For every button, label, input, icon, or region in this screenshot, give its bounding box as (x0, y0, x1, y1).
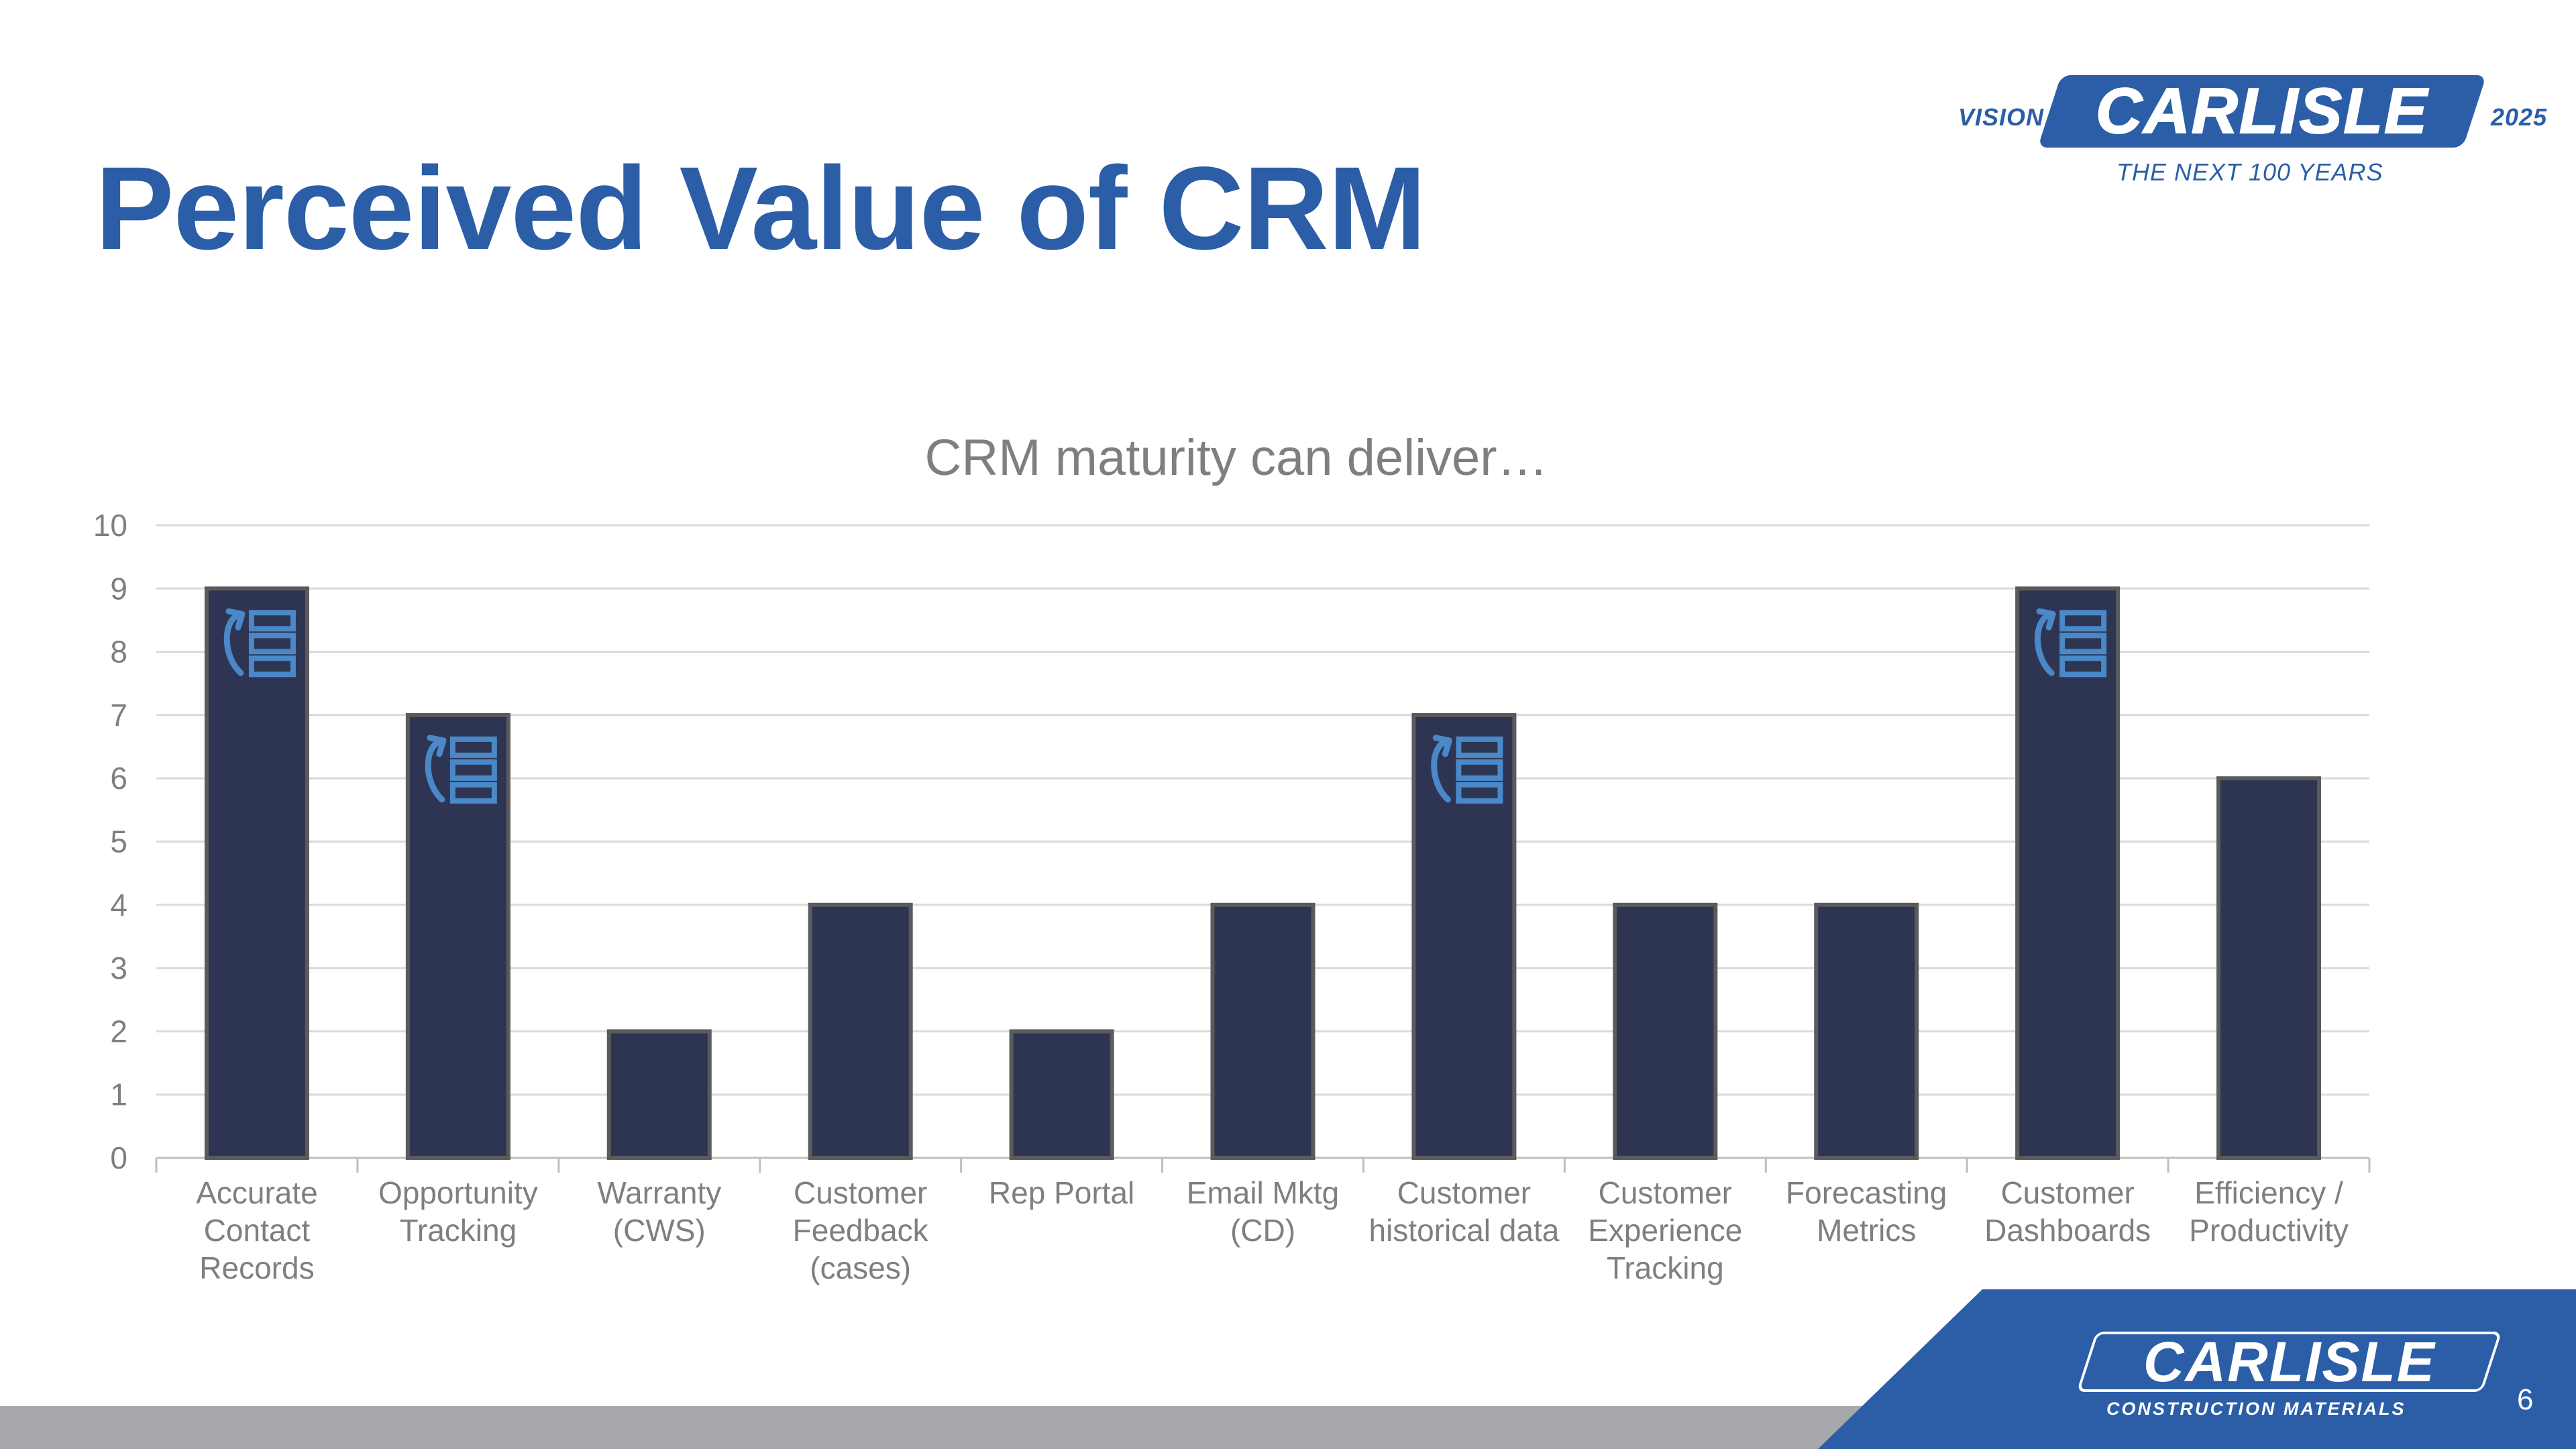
slide-title: Perceived Value of CRM (95, 143, 1426, 274)
logo-tagline: THE NEXT 100 YEARS (2116, 158, 2383, 186)
carlisle-vision-logo: VISION CARLISLE 2025 THE NEXT 100 YEARS (1955, 74, 2559, 196)
x-tick-label: Efficiency / Productivity (2189, 1175, 2349, 1248)
y-tick-label: 9 (110, 571, 127, 606)
y-tick-label: 7 (110, 698, 127, 733)
logo-year-text: 2025 (2491, 103, 2548, 131)
x-tick-label: Customer Feedback (cases) (793, 1175, 929, 1285)
chart-title: CRM maturity can deliver… (924, 429, 1548, 486)
footer-wordmark-text: CARLISLE (2143, 1330, 2436, 1393)
footer-gray-bar (0, 1406, 1898, 1449)
x-tick-label: Email Mktg (CD) (1187, 1175, 1339, 1248)
logo-vision-text: VISION (1958, 103, 2045, 131)
y-tick-label: 5 (110, 824, 127, 859)
share-flow-icon (425, 735, 497, 804)
bar (1009, 1029, 1114, 1161)
bar (808, 902, 913, 1161)
bar (2015, 586, 2121, 1160)
y-tick-label: 0 (110, 1140, 127, 1175)
bar (405, 712, 511, 1160)
page-number: 6 (2517, 1383, 2534, 1416)
x-tick-label: Customer Experience Tracking (1588, 1175, 1742, 1285)
bar-icons (223, 608, 2107, 804)
footer-wordmark-badge: CARLISLE (2076, 1330, 2502, 1393)
y-tick-label: 10 (93, 508, 127, 543)
bar (1814, 902, 1919, 1161)
x-axis-labels: Accurate Contact Records Opportunity Trackin… (196, 1175, 2349, 1285)
x-tick-label: Forecasting Metrics (1786, 1175, 1947, 1248)
x-tick-label: Rep Portal (989, 1175, 1134, 1210)
bar (1411, 712, 1517, 1160)
y-axis-ticks: 0 1 2 3 4 5 6 7 8 9 10 (93, 508, 127, 1175)
y-tick-label: 1 (110, 1077, 127, 1112)
y-tick-label: 8 (110, 635, 127, 669)
y-tick-label: 6 (110, 761, 127, 796)
share-flow-icon (223, 608, 296, 678)
x-tick-label: Customer Dashboards (1984, 1175, 2151, 1248)
share-flow-icon (2034, 608, 2107, 678)
x-tick-label: Opportunity Tracking (378, 1175, 538, 1248)
y-tick-label: 4 (110, 888, 127, 922)
x-tick-label: Customer historical data (1368, 1175, 1559, 1248)
x-tick-label: Warranty (CWS) (597, 1175, 721, 1248)
bar (1210, 902, 1316, 1161)
bar (204, 586, 309, 1160)
carlisle-footer-logo: CARLISLE CONSTRUCTION MATERIALS (2076, 1330, 2509, 1426)
y-tick-label: 2 (110, 1014, 127, 1049)
y-tick-label: 3 (110, 951, 127, 985)
bars (204, 586, 2322, 1161)
bar (1613, 902, 1718, 1161)
x-tick-label: Accurate Contact Records (196, 1175, 318, 1285)
bar (2216, 776, 2322, 1160)
bar (606, 1029, 712, 1161)
share-flow-icon (1431, 735, 1503, 804)
footer-logo-subtitle: CONSTRUCTION MATERIALS (2106, 1399, 2406, 1419)
